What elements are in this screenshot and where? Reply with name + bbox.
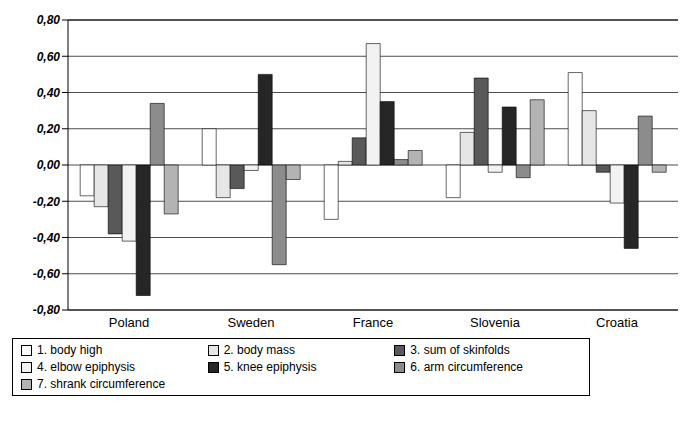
html-text:7. shrank circumference: 7. shrank circumference <box>37 377 166 391</box>
svg-text:0,80: 0,80 <box>37 13 61 27</box>
svg-text:Slovenia: Slovenia <box>470 315 521 330</box>
html-text:6. arm circumference: 6. arm circumference <box>410 360 523 374</box>
svg-text:Poland: Poland <box>109 315 149 330</box>
html-text:3. sum of skinfolds: 3. sum of skinfolds <box>410 343 510 357</box>
svg-text:0,40: 0,40 <box>37 86 61 100</box>
html-text:5. knee epiphysis: 5. knee epiphysis <box>223 360 317 374</box>
svg-text:-0,20: -0,20 <box>33 195 61 209</box>
svg-text:Croatia: Croatia <box>596 315 639 330</box>
svg-text:Sweden: Sweden <box>228 315 275 330</box>
svg-text:0,60: 0,60 <box>37 50 61 64</box>
svg-text:France: France <box>353 315 393 330</box>
html-text:4. elbow epiphysis: 4. elbow epiphysis <box>37 360 136 374</box>
svg-text:0,20: 0,20 <box>37 122 61 136</box>
svg-text:-0,60: -0,60 <box>33 267 61 281</box>
svg-text:-0,40: -0,40 <box>33 231 61 245</box>
svg-text:0,00: 0,00 <box>37 158 61 172</box>
html-text:1. body high: 1. body high <box>37 343 103 357</box>
html-text:2. body mass: 2. body mass <box>223 343 295 357</box>
svg-text:-0,80: -0,80 <box>33 303 61 317</box>
